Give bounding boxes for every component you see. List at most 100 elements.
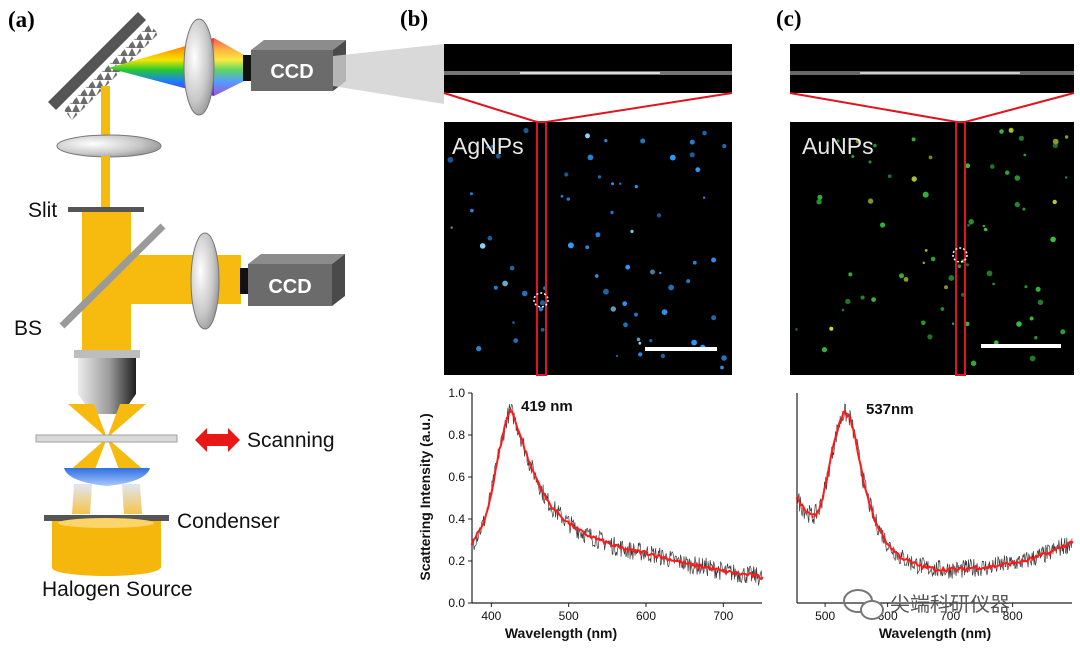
particle-dot xyxy=(711,257,717,263)
particle-dot xyxy=(540,300,545,306)
spectrum-data-point xyxy=(1048,551,1052,554)
spectrum-data-point xyxy=(998,564,1002,567)
particle-dot xyxy=(692,260,697,265)
particle-dot xyxy=(486,146,489,149)
spectrum-data-point xyxy=(691,564,694,567)
spectrum-data-point xyxy=(1023,559,1027,563)
particle-dot xyxy=(922,191,929,198)
particle-dot xyxy=(795,328,798,331)
particle-dot xyxy=(999,129,1004,134)
particle-dot xyxy=(1022,207,1026,211)
particle-dot xyxy=(711,315,717,321)
spectrum-data-point xyxy=(973,566,977,569)
particle-dot xyxy=(965,163,971,169)
particle-dot xyxy=(523,127,529,134)
spectrum-data-point xyxy=(629,549,632,552)
particle-dot xyxy=(450,226,453,229)
spectrum-data-point xyxy=(505,417,508,420)
particle-dot xyxy=(720,365,724,370)
fitted-spectrum-line xyxy=(471,410,763,580)
spectrum-data-point xyxy=(513,417,516,420)
particle-dot xyxy=(1008,127,1014,133)
x-tick-label: 500 xyxy=(559,609,579,623)
particle-dot xyxy=(668,284,674,291)
spectrum-data-point xyxy=(482,522,485,525)
particle-dot xyxy=(1029,316,1034,321)
particle-dot xyxy=(495,153,501,159)
particle-dot xyxy=(722,144,727,149)
spectrum-chart-b: Scattering Intensity (a.u.) Wavelength (… xyxy=(417,386,764,641)
particle-dot xyxy=(447,156,454,163)
spectrum-data-point xyxy=(1070,540,1074,544)
tube-lens xyxy=(56,134,162,158)
particle-dot xyxy=(817,194,823,200)
spectrum-data-point xyxy=(898,555,902,558)
panel-label-c: (c) xyxy=(776,6,802,31)
scanning-arrow-icon xyxy=(195,428,240,452)
particle-dot xyxy=(585,133,590,139)
particle-dot xyxy=(595,232,601,238)
particle-dot xyxy=(490,144,495,149)
particle-dot xyxy=(721,355,727,361)
spectrum-data-point xyxy=(567,522,570,525)
particle-dot xyxy=(970,360,977,367)
particle-dot xyxy=(964,321,970,327)
spectrum-data-point xyxy=(795,496,799,500)
particle-dot xyxy=(911,137,916,142)
spectrum-data-point xyxy=(497,450,501,453)
particle-dot xyxy=(594,274,599,278)
particle-dot xyxy=(649,339,653,343)
ccd-camera-bottom: CCD xyxy=(240,254,345,306)
spectrum-data-point xyxy=(760,576,764,579)
particle-dot xyxy=(476,346,482,352)
spectrum-data-point xyxy=(986,566,989,569)
spectrometer-lens xyxy=(183,18,215,116)
particle-dot xyxy=(1064,135,1069,139)
scale-bar-b xyxy=(645,347,717,351)
particle-dot xyxy=(1014,201,1020,208)
particle-dot xyxy=(493,285,498,290)
selected-particle-c xyxy=(952,247,968,263)
particle-dot xyxy=(1018,135,1024,141)
particle-dot xyxy=(659,271,662,275)
particle-dot xyxy=(615,354,619,358)
x-axis-label-c: Wavelength (nm) xyxy=(879,625,991,641)
panel-label-a: (a) xyxy=(8,7,35,32)
spectrum-data-point xyxy=(911,561,914,565)
particle-dot xyxy=(967,223,970,227)
particle-dot xyxy=(634,185,638,189)
particle-dot xyxy=(512,321,515,324)
particle-dot xyxy=(638,341,642,345)
y-axis-label-b: Scattering Intensity (a.u.) xyxy=(417,413,433,580)
spectrum-data-point xyxy=(1061,545,1064,548)
particle-dot xyxy=(986,270,993,277)
watermark: 尖端科研仪器 xyxy=(843,589,1010,620)
panel-c: (c) AuNPs xyxy=(776,6,1075,376)
spectrum-data-point xyxy=(722,570,725,573)
spectrum-data-point xyxy=(1011,561,1014,565)
sample-slide xyxy=(35,434,178,443)
particle-dot xyxy=(860,295,865,300)
y-tick-label: 0.2 xyxy=(448,554,465,568)
particle-dot xyxy=(610,210,614,215)
particle-dot xyxy=(689,152,695,158)
particle-dot xyxy=(1035,286,1041,292)
particle-dot xyxy=(470,192,473,196)
halogen-source xyxy=(52,518,161,576)
particle-dot xyxy=(1052,142,1058,149)
condenser-label: Condenser xyxy=(177,510,280,533)
spectrum-data-point xyxy=(823,486,827,489)
particle-dot xyxy=(630,229,634,233)
spectrum-data-point xyxy=(753,574,756,577)
particle-dot xyxy=(922,261,926,265)
spectrum-data-point xyxy=(521,440,524,443)
particle-dot xyxy=(1005,170,1010,175)
particle-dot xyxy=(821,347,828,353)
particle-dot xyxy=(611,182,615,186)
spectrum-data-point xyxy=(598,538,601,542)
spectrum-data-point xyxy=(830,454,833,458)
particle-dot xyxy=(560,194,564,198)
watermark-text: 尖端科研仪器 xyxy=(890,593,1010,616)
particle-dot xyxy=(836,139,840,143)
spectrum-data-point xyxy=(948,568,952,571)
